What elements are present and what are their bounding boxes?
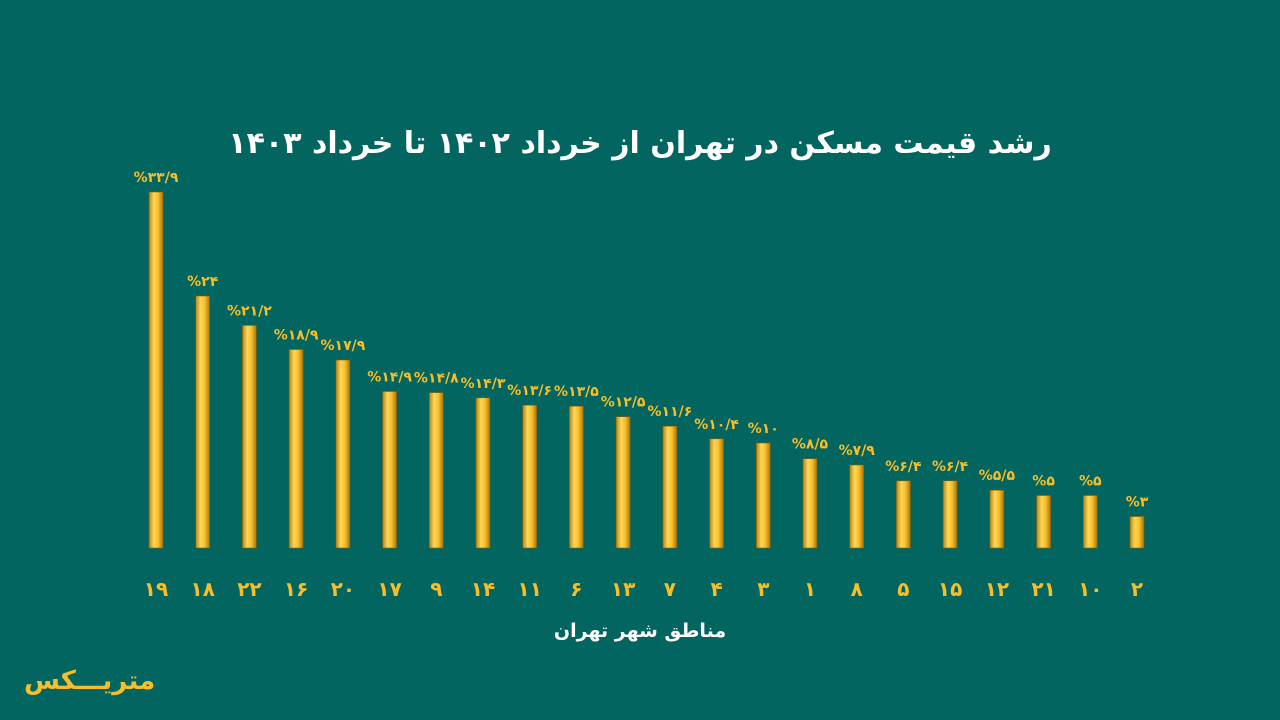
bar [148,191,164,549]
x-tick-label: ۲۰ [331,577,355,601]
data-label: %۲۴ [187,274,219,290]
x-tick-label: ۹ [430,577,442,601]
bar [615,416,631,549]
bar [522,404,538,549]
data-label: %۸/۵ [792,437,829,453]
x-tick-label: ۵ [897,577,909,601]
bar [942,480,958,549]
x-tick-label: ۷ [664,577,676,601]
bar [569,405,584,549]
data-label: %۱۰ [748,421,779,437]
data-label: %۱۲/۵ [601,395,646,411]
data-label: %۷/۹ [839,443,876,459]
data-label: %۱۷/۹ [321,338,366,354]
bar [1036,495,1051,549]
x-tick-label: ۱۹ [144,577,168,601]
x-tick-label: ۳ [757,577,769,601]
bar [288,349,304,549]
data-label: %۵/۵ [979,468,1016,484]
data-label: %۳ [1126,495,1149,511]
data-label: %۶/۴ [885,459,922,475]
bar [709,438,724,549]
bar [428,392,444,549]
data-label: %۳۳/۹ [134,170,179,186]
data-label: %۱۴/۹ [367,370,412,386]
data-label: %۱۰/۴ [694,417,739,433]
x-tick-label: ۸ [851,577,863,601]
bar [849,464,865,549]
x-tick-label: ۱۸ [190,577,214,601]
x-tick-label: ۴ [710,577,722,601]
bar [242,325,257,549]
data-label: %۵ [1032,474,1055,490]
chart-title: رشد قیمت مسکن در تهران از خرداد ۱۴۰۲ تا … [228,126,1052,161]
data-label: %۱۴/۸ [414,371,459,387]
data-label: %۱۳/۵ [554,384,599,400]
bar [1083,495,1098,549]
bar [755,442,771,549]
bar [989,489,1005,549]
data-label: %۲۱/۲ [227,303,272,319]
bar [382,391,397,549]
x-tick-label: ۲ [1131,577,1143,601]
bar [1129,516,1145,549]
x-tick-label: ۱۱ [517,577,541,601]
data-label: %۵ [1079,474,1102,490]
x-tick-label: ۶ [570,577,582,601]
x-tick-label: ۱۲ [985,577,1009,601]
x-tick-label: ۱۳ [611,577,635,601]
x-tick-label: ۱ [804,577,816,601]
matrix-logo: متریـــکس [24,666,156,696]
bar [195,295,210,549]
bar [802,458,818,549]
x-tick-label: ۱۰ [1078,577,1102,601]
x-tick-label: ۱۷ [377,577,401,601]
bars-layer [148,191,1145,549]
x-tick-label: ۲۱ [1031,577,1055,601]
bar [475,397,491,549]
data-label: %۱۸/۹ [274,328,319,344]
bar [896,480,911,549]
x-tick-label: ۲۲ [237,577,261,601]
x-tick-labels-layer: ۱۹ ۱۸ ۲۲ ۱۶ ۲۰ ۱۷ ۹ ۱۴ ۱۱ ۶ ۱۳ ۷ ۴ ۳ ۱ ۸ ۵ ۱۵ ۱۲ ۲۱ ۱۰ ۲ [144,577,1143,601]
data-label: %۶/۴ [932,459,969,475]
data-label: %۱۱/۶ [648,404,693,420]
x-tick-label: ۱۵ [938,577,962,601]
data-labels-layer: %۳۳/۹%۲۴%۲۱/۲%۱۸/۹%۱۷/۹%۱۴/۹ %۱۴/۸ %۱۴/۳ %۱… [134,170,1149,511]
x-axis-label: مناطق شهر تهران [553,620,727,642]
data-label: %۱۴/۳ [461,376,506,392]
data-label: %۱۳/۶ [507,383,552,399]
bar [662,425,678,549]
x-tick-label: ۱۴ [471,577,495,601]
bar [335,359,351,549]
x-tick-label: ۱۶ [284,577,308,601]
